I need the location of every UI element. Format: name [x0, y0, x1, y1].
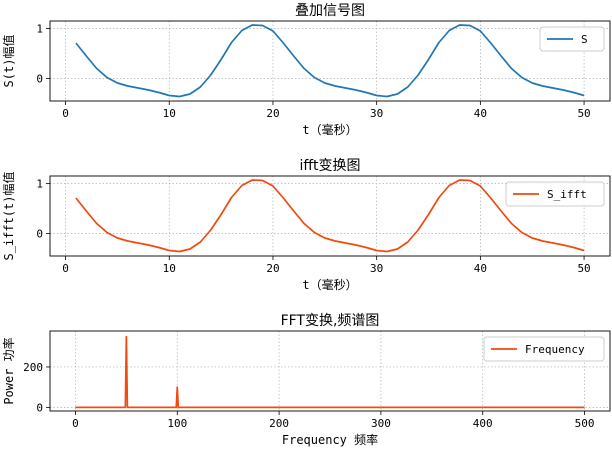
x-tick-label: 500 [575, 417, 595, 430]
series-line-S [75, 24, 585, 98]
x-tick-label: 200 [269, 417, 289, 430]
y-tick-label: 200 [23, 361, 43, 374]
x-tick-label: 0 [62, 262, 69, 275]
legend: S [539, 26, 605, 52]
legend-box [505, 181, 605, 207]
subplot-1: 0 10 20 30 40 50 0 1 叠加信号图 t（毫秒） S(t)幅值 S [1, 3, 611, 137]
x-tick-label: 40 [474, 262, 487, 275]
x-axis-label: t（毫秒） [302, 277, 357, 292]
plot-frame [49, 20, 611, 102]
x-tick-label: 50 [577, 107, 590, 120]
x-tick-label: 0 [72, 417, 79, 430]
y-axis-label: Power 功率 [1, 337, 16, 404]
plot-frame [49, 330, 611, 412]
y-axis-label: S(t)幅值 [1, 35, 16, 88]
plot-frame [49, 175, 611, 257]
chart-title: ifft变换图 [299, 157, 360, 174]
legend-box [483, 336, 605, 362]
x-axis-label: Frequency 频率 [282, 432, 378, 447]
x-tick-label: 10 [163, 107, 176, 120]
y-tick-label: 0 [36, 401, 43, 414]
legend-label: Frequency [525, 343, 585, 356]
x-tick-label: 100 [167, 417, 187, 430]
x-tick-label: 40 [474, 107, 487, 120]
y-tick-label: 0 [36, 73, 43, 86]
subplot-2: 0 10 20 30 40 50 0 1 ifft变换图 t（毫秒） S_ifft(t)幅值 S_if… [1, 157, 611, 292]
y-tick-label: 1 [36, 178, 43, 191]
x-tick-label: 20 [266, 262, 279, 275]
chart-title: FFT变换,频谱图 [281, 312, 380, 329]
x-axis-label: t（毫秒） [302, 122, 357, 137]
legend: S_ifft [505, 181, 605, 207]
y-tick-label: 0 [36, 228, 43, 241]
x-tick-label: 50 [577, 262, 590, 275]
x-tick-label: 400 [473, 417, 493, 430]
chart-title: 叠加信号图 [295, 3, 365, 19]
series-line-Frequency [75, 335, 585, 409]
subplot-3: 0 100 200 300 400 500 0 200 FFT变换,频谱图 Frequency 频… [1, 312, 611, 447]
x-tick-label: 300 [371, 417, 391, 430]
x-tick-label: 20 [266, 107, 279, 120]
y-tick-label: 1 [36, 23, 43, 36]
y-axis-label: S_ifft(t)幅值 [1, 171, 16, 260]
x-tick-label: 10 [163, 262, 176, 275]
legend-label: S [581, 33, 588, 46]
x-tick-label: 30 [370, 107, 383, 120]
legend-label: S_ifft [547, 188, 587, 201]
series-line-S_ifft [75, 179, 585, 253]
legend: Frequency [483, 336, 605, 362]
x-tick-label: 0 [62, 107, 69, 120]
x-tick-label: 30 [370, 262, 383, 275]
